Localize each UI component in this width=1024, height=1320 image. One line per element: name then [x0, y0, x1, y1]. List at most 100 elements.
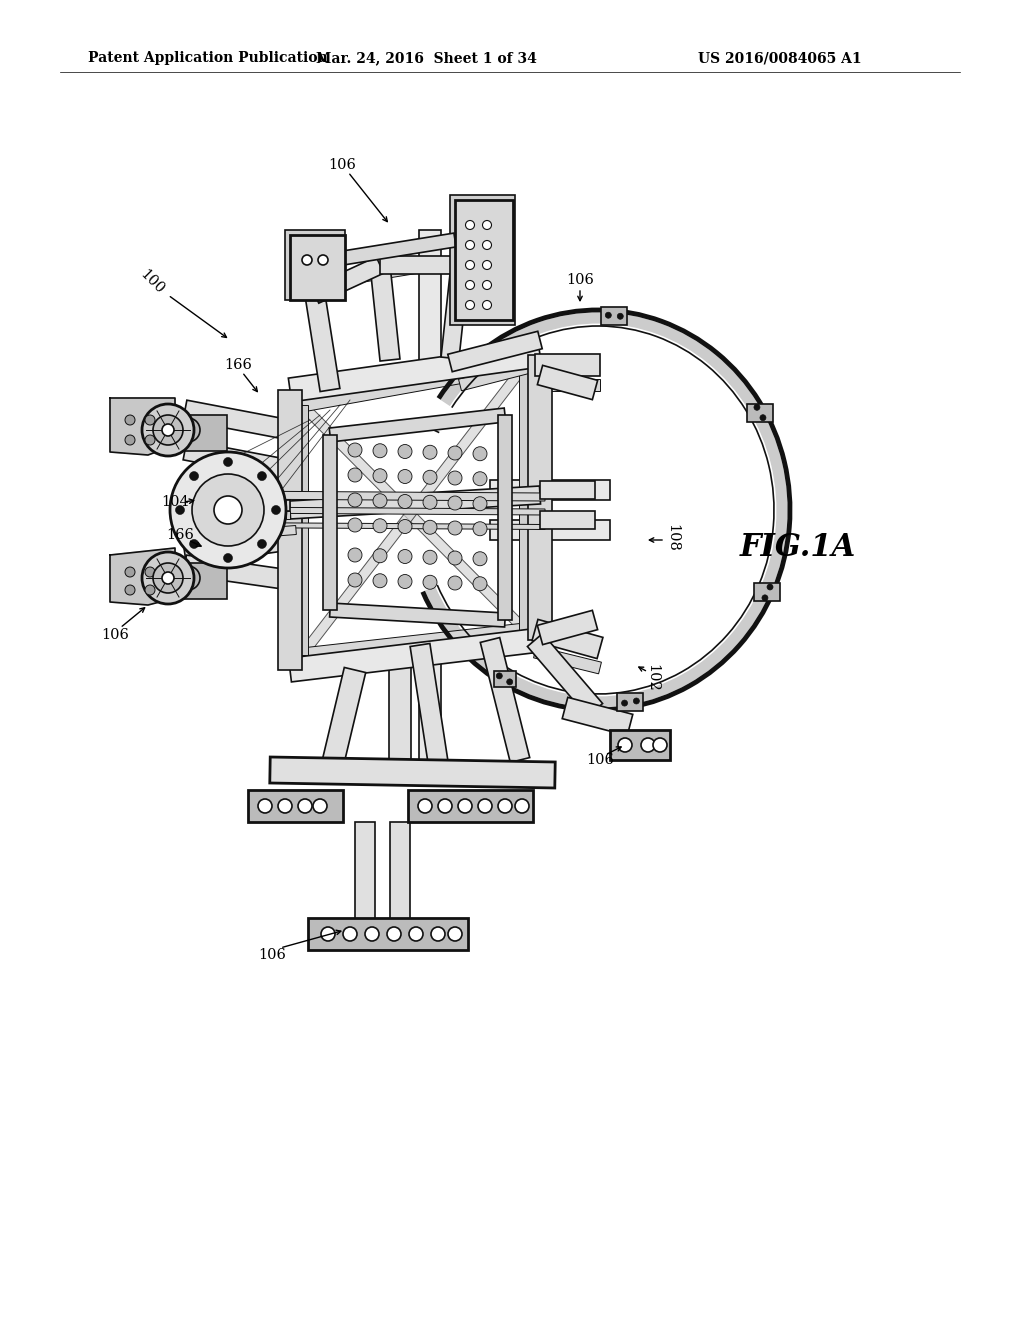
Text: 106: 106 [101, 628, 129, 642]
Circle shape [125, 568, 135, 577]
Circle shape [498, 799, 512, 813]
Circle shape [605, 313, 611, 318]
Circle shape [482, 301, 492, 309]
Circle shape [423, 550, 437, 564]
Polygon shape [538, 610, 598, 644]
Circle shape [162, 424, 174, 436]
Text: Mar. 24, 2016  Sheet 1 of 34: Mar. 24, 2016 Sheet 1 of 34 [315, 51, 537, 65]
Circle shape [348, 444, 362, 457]
Polygon shape [459, 359, 540, 391]
Circle shape [271, 506, 281, 515]
Polygon shape [419, 230, 441, 370]
Circle shape [278, 799, 292, 813]
Circle shape [423, 470, 437, 484]
Circle shape [398, 520, 412, 533]
Circle shape [449, 446, 462, 459]
Polygon shape [269, 525, 296, 536]
Polygon shape [110, 399, 175, 455]
Circle shape [507, 678, 513, 685]
Polygon shape [269, 756, 555, 788]
Circle shape [398, 470, 412, 483]
Circle shape [473, 552, 487, 566]
Polygon shape [311, 257, 384, 304]
Polygon shape [419, 660, 441, 780]
Circle shape [125, 585, 135, 595]
Circle shape [153, 414, 183, 445]
Circle shape [482, 281, 492, 289]
Circle shape [473, 496, 487, 511]
Polygon shape [330, 603, 506, 627]
Circle shape [145, 414, 155, 425]
Circle shape [214, 496, 242, 524]
Circle shape [302, 255, 312, 265]
Circle shape [449, 496, 462, 510]
Polygon shape [389, 660, 411, 780]
Polygon shape [286, 499, 290, 511]
Polygon shape [390, 822, 410, 920]
Circle shape [634, 698, 639, 704]
Text: FIG.1A: FIG.1A [740, 532, 856, 564]
FancyBboxPatch shape [450, 195, 515, 325]
Circle shape [458, 799, 472, 813]
Circle shape [449, 576, 462, 590]
Polygon shape [532, 619, 603, 659]
Circle shape [409, 927, 423, 941]
Circle shape [760, 414, 766, 421]
Polygon shape [289, 343, 542, 401]
Polygon shape [286, 511, 290, 519]
Text: 102: 102 [645, 664, 659, 692]
Polygon shape [301, 358, 526, 412]
Circle shape [373, 574, 387, 587]
Circle shape [482, 220, 492, 230]
Circle shape [478, 799, 492, 813]
Circle shape [473, 446, 487, 461]
Polygon shape [323, 436, 337, 610]
Polygon shape [301, 623, 525, 661]
Circle shape [257, 471, 266, 480]
Circle shape [318, 255, 328, 265]
Circle shape [125, 414, 135, 425]
Polygon shape [534, 647, 601, 673]
Polygon shape [519, 366, 531, 630]
Circle shape [373, 444, 387, 458]
Circle shape [298, 799, 312, 813]
Circle shape [258, 799, 272, 813]
Polygon shape [380, 256, 460, 275]
Circle shape [373, 494, 387, 508]
Polygon shape [447, 331, 543, 372]
Circle shape [515, 799, 529, 813]
Circle shape [767, 583, 773, 590]
Polygon shape [183, 531, 292, 565]
Circle shape [343, 927, 357, 941]
Circle shape [321, 927, 335, 941]
FancyBboxPatch shape [175, 414, 227, 451]
Circle shape [482, 240, 492, 249]
Text: 104: 104 [161, 495, 188, 510]
FancyBboxPatch shape [455, 201, 513, 319]
Polygon shape [538, 366, 598, 400]
Text: 106: 106 [566, 273, 594, 286]
Text: 106: 106 [586, 752, 614, 767]
Polygon shape [220, 507, 545, 515]
Circle shape [145, 585, 155, 595]
Polygon shape [298, 362, 529, 659]
Circle shape [398, 574, 412, 589]
Circle shape [348, 492, 362, 507]
Circle shape [398, 445, 412, 458]
Circle shape [189, 471, 199, 480]
Circle shape [348, 548, 362, 562]
Polygon shape [355, 822, 375, 920]
Circle shape [418, 799, 432, 813]
Circle shape [348, 573, 362, 587]
Circle shape [466, 240, 474, 249]
Polygon shape [527, 634, 602, 717]
FancyBboxPatch shape [408, 789, 534, 822]
FancyBboxPatch shape [308, 917, 468, 950]
Circle shape [162, 572, 174, 583]
FancyBboxPatch shape [601, 306, 628, 325]
Circle shape [257, 540, 266, 548]
Circle shape [145, 568, 155, 577]
Circle shape [641, 738, 655, 752]
Polygon shape [294, 360, 536, 400]
Polygon shape [441, 264, 469, 359]
